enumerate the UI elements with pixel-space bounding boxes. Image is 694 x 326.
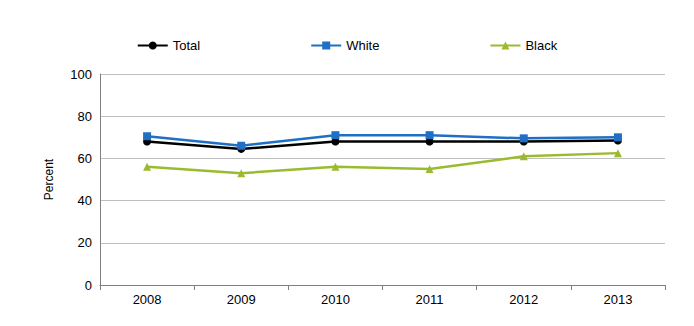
svg-text:100: 100: [70, 67, 92, 82]
svg-text:Black: Black: [525, 38, 557, 53]
svg-text:2011: 2011: [416, 292, 444, 307]
svg-text:2012: 2012: [509, 292, 538, 307]
svg-text:60: 60: [78, 151, 92, 166]
svg-text:2008: 2008: [133, 292, 162, 307]
svg-text:Percent: Percent: [42, 158, 56, 200]
svg-text:20: 20: [78, 235, 92, 250]
svg-text:2013: 2013: [603, 292, 632, 307]
svg-text:2009: 2009: [227, 292, 256, 307]
svg-text:White: White: [346, 38, 379, 53]
svg-text:80: 80: [78, 109, 92, 124]
svg-text:0: 0: [85, 278, 92, 293]
svg-text:40: 40: [78, 193, 92, 208]
svg-text:Total: Total: [173, 38, 201, 53]
svg-text:2010: 2010: [321, 292, 350, 307]
